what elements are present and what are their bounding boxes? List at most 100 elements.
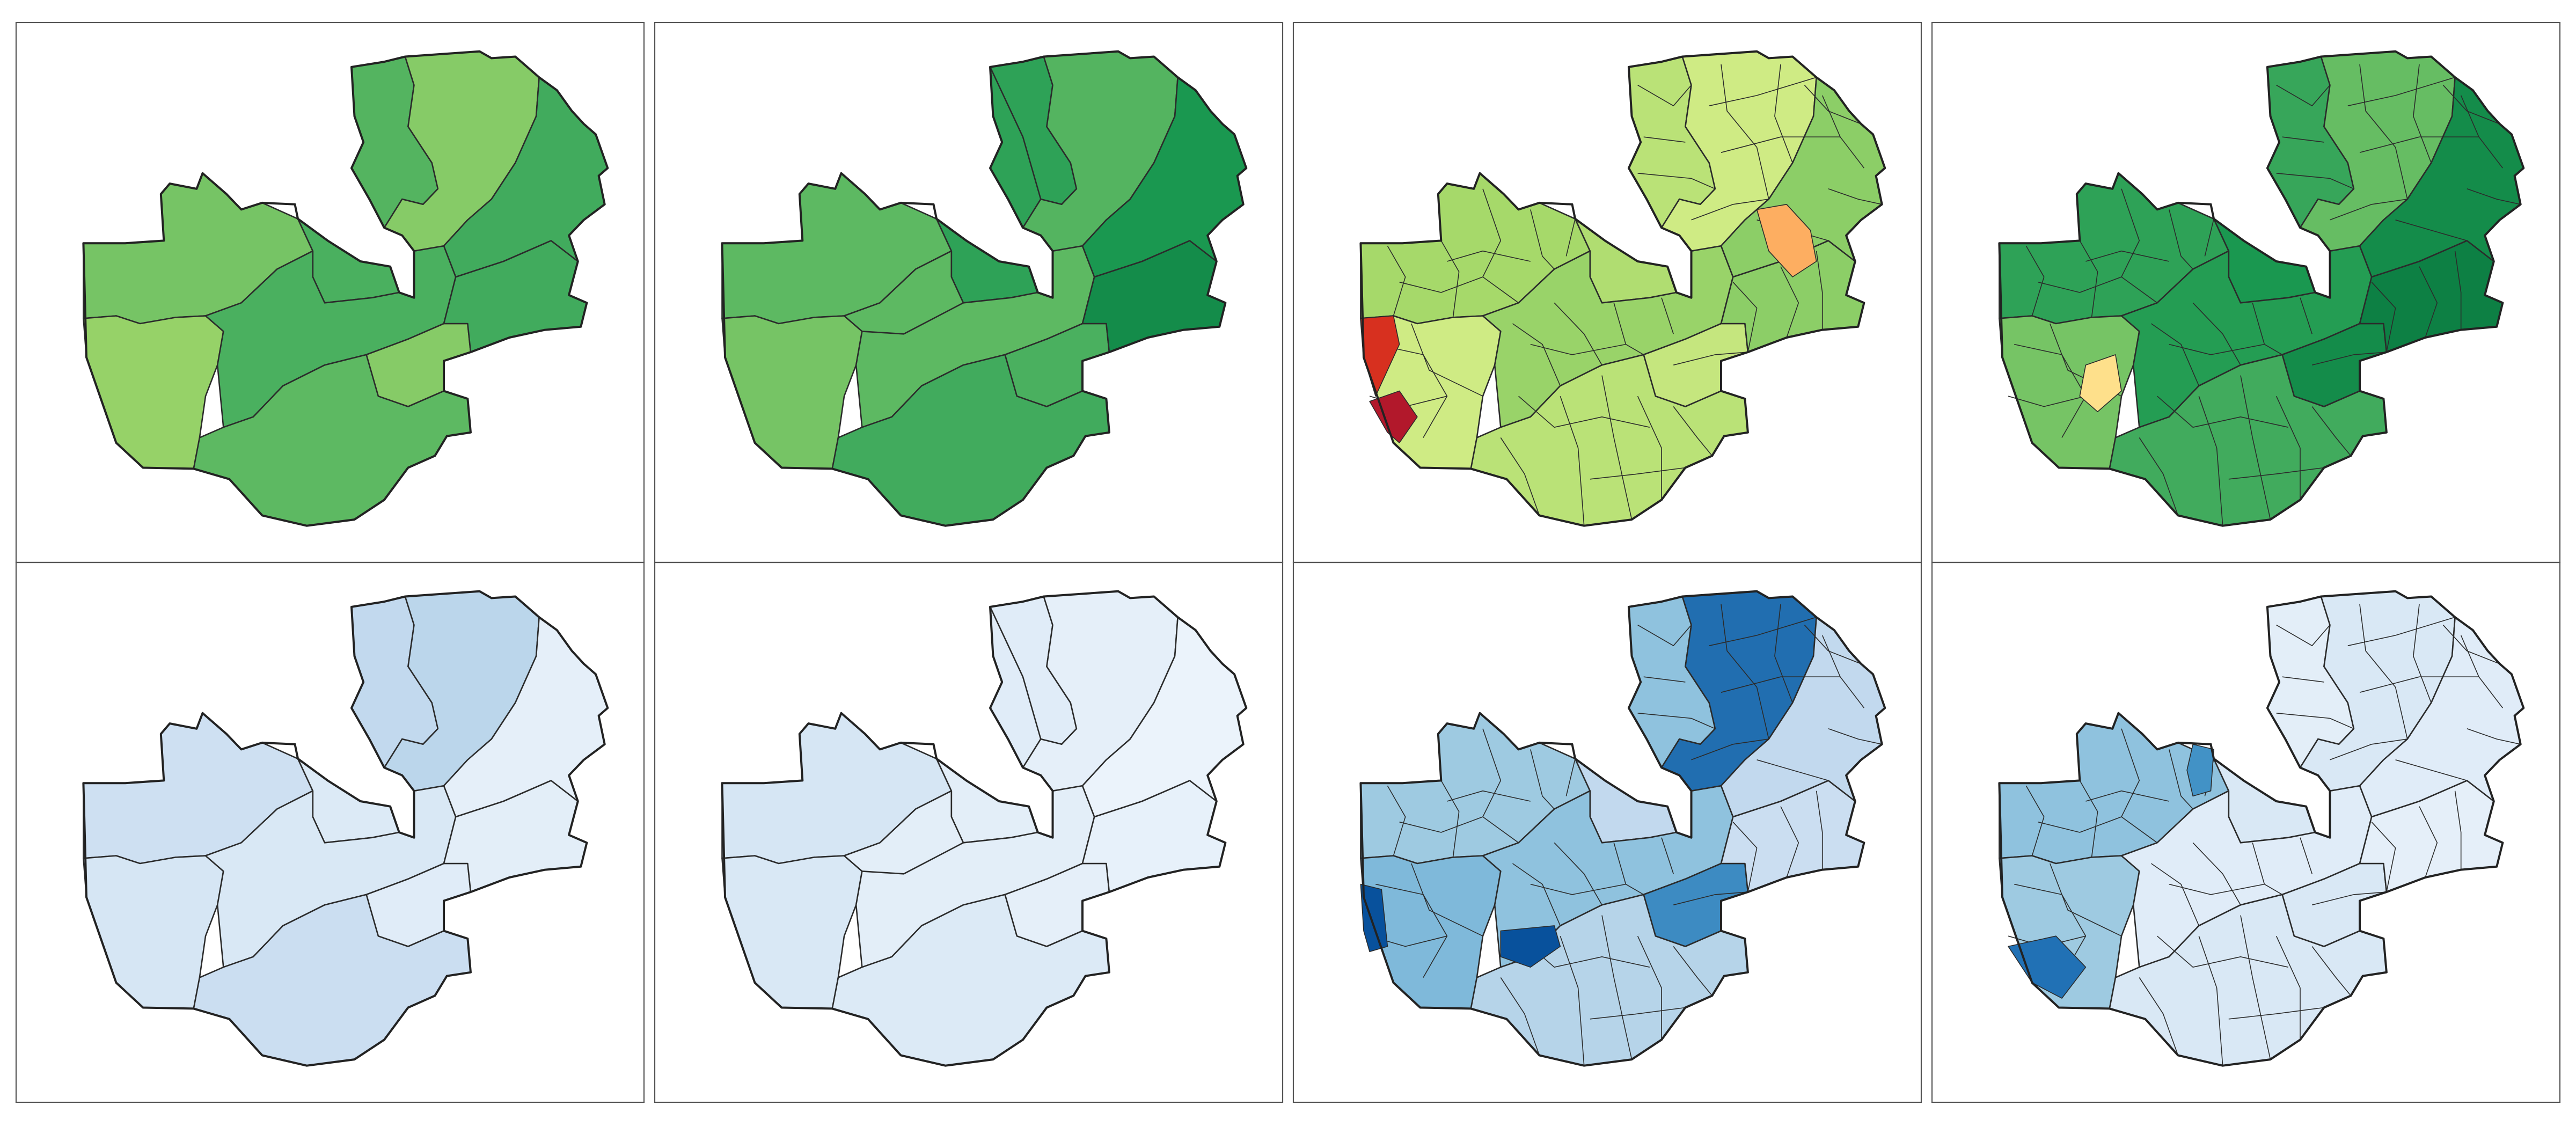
district-boundary (1530, 209, 1555, 270)
district-boundary (1512, 323, 1561, 386)
district-boundary (2300, 837, 2312, 874)
district-boundary (1375, 343, 1448, 438)
district-boundary (2157, 935, 2288, 968)
district-boundary (2330, 199, 2407, 221)
district-boundary (1804, 625, 1862, 664)
district-boundary (1774, 64, 1793, 163)
district-boundary (2276, 173, 2354, 189)
highlighted-district (1756, 204, 1817, 277)
district-boundary (2198, 935, 2223, 1066)
district-boundary (2311, 406, 2352, 456)
district-boundary (2276, 624, 2331, 646)
district-boundary (2240, 915, 2271, 1060)
province-boundary (989, 606, 1042, 740)
highlighted-district (1369, 390, 1418, 443)
district-boundary (1637, 624, 1692, 646)
district-boundary (2169, 749, 2193, 810)
district-boundary (2467, 728, 2521, 745)
district-boundary (2282, 676, 2324, 683)
district-boundary (1565, 758, 1576, 796)
country-outline (721, 50, 1248, 527)
country-outline (1359, 590, 1886, 1067)
district-boundary (2050, 863, 2122, 936)
district-boundary (2347, 617, 2455, 646)
district-boundary (1387, 245, 1406, 316)
province-boundary (989, 67, 1042, 200)
country-outline (1359, 50, 1886, 527)
district-boundary (1375, 883, 1448, 978)
district-boundary (2192, 302, 2241, 365)
country-outline (1998, 50, 2525, 527)
district-boundary (1440, 240, 1460, 318)
district-boundary (2228, 1007, 2324, 1020)
district-boundary (1673, 352, 1748, 365)
district-boundary (2275, 396, 2301, 500)
district-boundary (1709, 77, 1817, 106)
map-panel-1 (15, 21, 645, 564)
district-boundary (2311, 946, 2352, 996)
district-boundary (1828, 188, 1882, 205)
district-boundary (1673, 891, 1748, 905)
district-boundary (2240, 375, 2271, 520)
district-boundary (1643, 136, 1686, 143)
district-boundary (1637, 173, 1716, 189)
highlighted-district (2079, 354, 2122, 412)
district-boundary (2330, 738, 2407, 760)
district-boundary (2157, 396, 2288, 428)
district-boundary (1411, 323, 1483, 397)
province-boundary (862, 302, 964, 335)
district-boundary (1828, 728, 1882, 745)
district-boundary (2085, 250, 2169, 262)
panel-frame (1292, 561, 1922, 1103)
district-boundary (2395, 219, 2468, 241)
district-boundary (1560, 396, 1585, 526)
district-boundary (1518, 396, 1650, 428)
district-boundary (2442, 85, 2500, 125)
map-panel-8 (1931, 561, 2561, 1103)
highlighted-district (1360, 883, 1388, 952)
district-boundary (1500, 977, 1540, 1056)
district-boundary (2442, 625, 2500, 664)
district-boundary (2359, 64, 2408, 200)
district-boundary (1691, 738, 1769, 760)
district-boundary (1637, 84, 1692, 106)
district-boundary (2192, 842, 2241, 905)
district-boundary (1399, 816, 1483, 833)
district-boundary (2347, 77, 2455, 106)
panel-frame (15, 561, 645, 1103)
district-boundary (2371, 282, 2396, 353)
district-boundary (2467, 188, 2521, 205)
district-boundary (2038, 816, 2122, 833)
map-panel-5 (15, 561, 645, 1103)
district-boundary (1565, 218, 1576, 257)
district-boundary (1757, 759, 1829, 781)
district-boundary (1661, 837, 1674, 874)
district-boundary (2276, 713, 2354, 729)
district-boundary (2008, 396, 2086, 407)
district-boundary (2395, 759, 2468, 781)
district-boundary (1721, 136, 1840, 153)
highlighted-district (1500, 925, 1561, 968)
district-boundary (1447, 250, 1531, 262)
district-boundary (2014, 343, 2087, 438)
district-boundary (2359, 136, 2479, 153)
country-outline (82, 590, 609, 1067)
map-panel-7 (1292, 561, 1922, 1103)
district-boundary (1530, 343, 1626, 355)
district-boundary (1816, 251, 1823, 330)
district-boundary (1512, 863, 1561, 926)
district-boundary (1554, 302, 1602, 365)
district-boundary (1399, 276, 1483, 293)
district-boundary (2419, 266, 2438, 338)
district-boundary (1530, 883, 1626, 895)
district-boundary (2121, 188, 2158, 303)
district-boundary (1661, 297, 1674, 334)
district-boundary (2139, 437, 2179, 516)
district-boundary (2312, 352, 2387, 365)
district-boundary (1721, 676, 1840, 693)
highlighted-district (2008, 935, 2087, 999)
district-boundary (1560, 935, 1585, 1066)
district-boundary (1637, 396, 1662, 500)
